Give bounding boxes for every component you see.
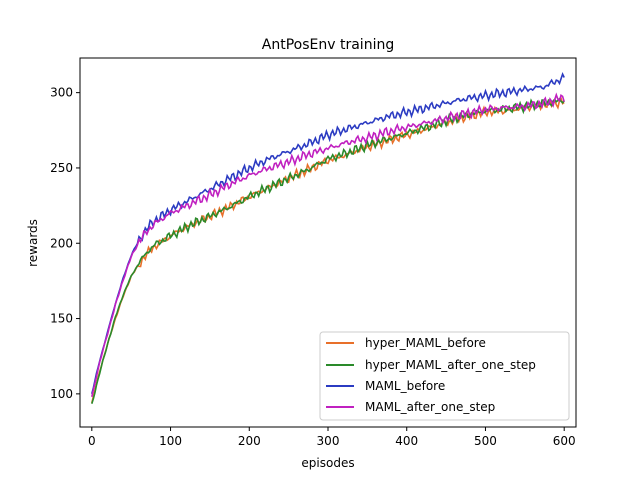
legend-label-hyper-maml-before: hyper_MAML_before: [365, 336, 486, 350]
x-tick-label: 300: [317, 434, 340, 448]
series-line-maml-before: [91, 71, 565, 395]
x-axis-label: episodes: [301, 456, 354, 470]
legend-label-maml-before: MAML_before: [365, 379, 445, 393]
legend-label-hyper-maml-after-one-step: hyper_MAML_after_one_step: [365, 358, 536, 372]
x-tick-label: 600: [553, 434, 576, 448]
series-line-hyper-maml-after-one-step: [91, 97, 565, 404]
y-tick-label: 150: [50, 312, 73, 326]
y-tick-label: 250: [50, 161, 73, 175]
legend-box: [319, 331, 570, 421]
y-tick-label: 200: [50, 236, 73, 250]
series-line-maml-after-one-step: [91, 92, 565, 397]
y-axis-label: rewards: [26, 219, 40, 267]
legend: hyper_MAML_before hyper_MAML_after_one_s…: [319, 331, 570, 421]
chart-title: AntPosEnv training: [262, 37, 394, 53]
x-tick-label: 100: [159, 434, 182, 448]
x-tick-label: 0: [88, 434, 96, 448]
x-tick-label: 400: [395, 434, 418, 448]
y-axis: 100 150 200 250 300: [50, 86, 80, 401]
x-axis: 0 100 200 300 400 500 600: [88, 427, 576, 448]
y-tick-label: 100: [50, 387, 73, 401]
legend-label-maml-after-one-step: MAML_after_one_step: [365, 400, 495, 414]
x-tick-label: 200: [238, 434, 261, 448]
series-layer: [91, 71, 565, 404]
x-tick-label: 500: [474, 434, 497, 448]
y-tick-label: 300: [50, 86, 73, 100]
